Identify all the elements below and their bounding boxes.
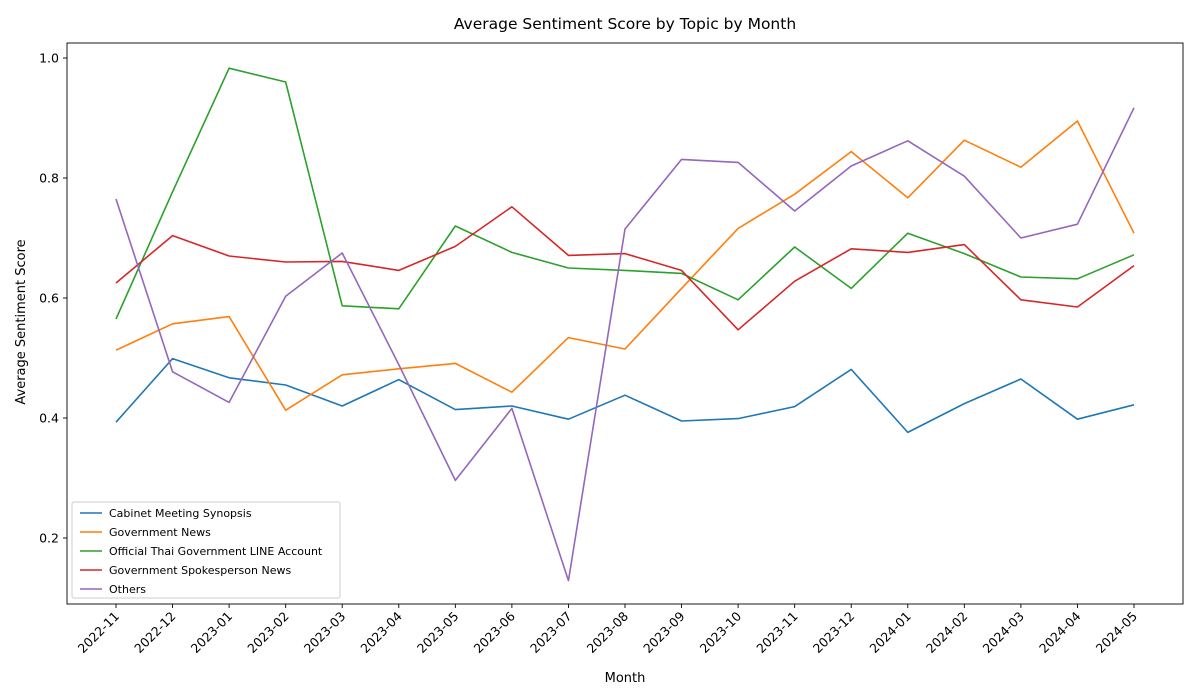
legend: Cabinet Meeting Synopsis Government News O… (71, 501, 341, 599)
series-line-1 (115, 357, 1135, 434)
x-tick-label: 2024-01 (866, 609, 914, 657)
y-tick-label: 0.8 (39, 171, 59, 186)
x-tick-label: 2023-06 (470, 608, 518, 656)
x-axis: 2022-11 2022-12 2023-01 2023-02 2023-03 2023-… (75, 604, 1141, 657)
y-axis: 0.2 0.4 0.6 0.8 1.0 (39, 51, 67, 546)
x-tick-label: 2022-11 (75, 609, 123, 657)
x-tick-label: 2023-05 (414, 609, 462, 657)
x-tick-label: 2023-08 (584, 608, 632, 656)
x-tick-label: 2024-03 (979, 609, 1027, 657)
series-line-4 (115, 206, 1135, 331)
legend-label: Cabinet Meeting Synopsis (109, 507, 252, 520)
x-tick-label: 2022-12 (131, 609, 179, 657)
x-axis-title: Month (605, 671, 646, 686)
y-tick-label: 0.4 (39, 411, 59, 426)
x-tick-label: 2024-05 (1093, 609, 1141, 657)
x-tick-label: 2023-07 (527, 609, 575, 657)
x-tick-label: 2023-11 (753, 609, 801, 657)
legend-label: Official Thai Government LINE Account (109, 545, 323, 558)
legend-label: Government Spokesperson News (109, 564, 291, 577)
legend-label: Others (109, 583, 146, 596)
x-tick-label: 2023-02 (244, 609, 292, 657)
legend-box (71, 501, 341, 599)
y-tick-label: 0.6 (39, 291, 59, 306)
series-line-2 (115, 120, 1135, 412)
series-layer (115, 67, 1135, 582)
series-line-5 (115, 107, 1135, 582)
y-tick-label: 1.0 (39, 51, 59, 66)
x-tick-label: 2023-03 (301, 609, 349, 657)
x-tick-label: 2023-12 (810, 609, 858, 657)
x-tick-label: 2023-01 (188, 609, 236, 657)
x-tick-label: 2023-10 (697, 608, 745, 656)
y-tick-label: 0.2 (39, 531, 59, 546)
chart-title: Average Sentiment Score by Topic by Mont… (454, 15, 796, 33)
x-tick-label: 2024-02 (923, 609, 971, 657)
y-axis-title: Average Sentiment Score (14, 239, 29, 404)
x-tick-label: 2024-04 (1036, 608, 1084, 656)
x-tick-label: 2023-09 (640, 608, 688, 656)
x-tick-label: 2023-04 (357, 608, 405, 656)
legend-label: Government News (109, 526, 211, 539)
series-line-3 (115, 67, 1135, 320)
